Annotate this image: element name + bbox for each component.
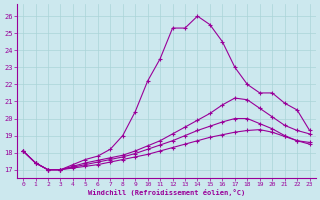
X-axis label: Windchill (Refroidissement éolien,°C): Windchill (Refroidissement éolien,°C) — [88, 189, 245, 196]
